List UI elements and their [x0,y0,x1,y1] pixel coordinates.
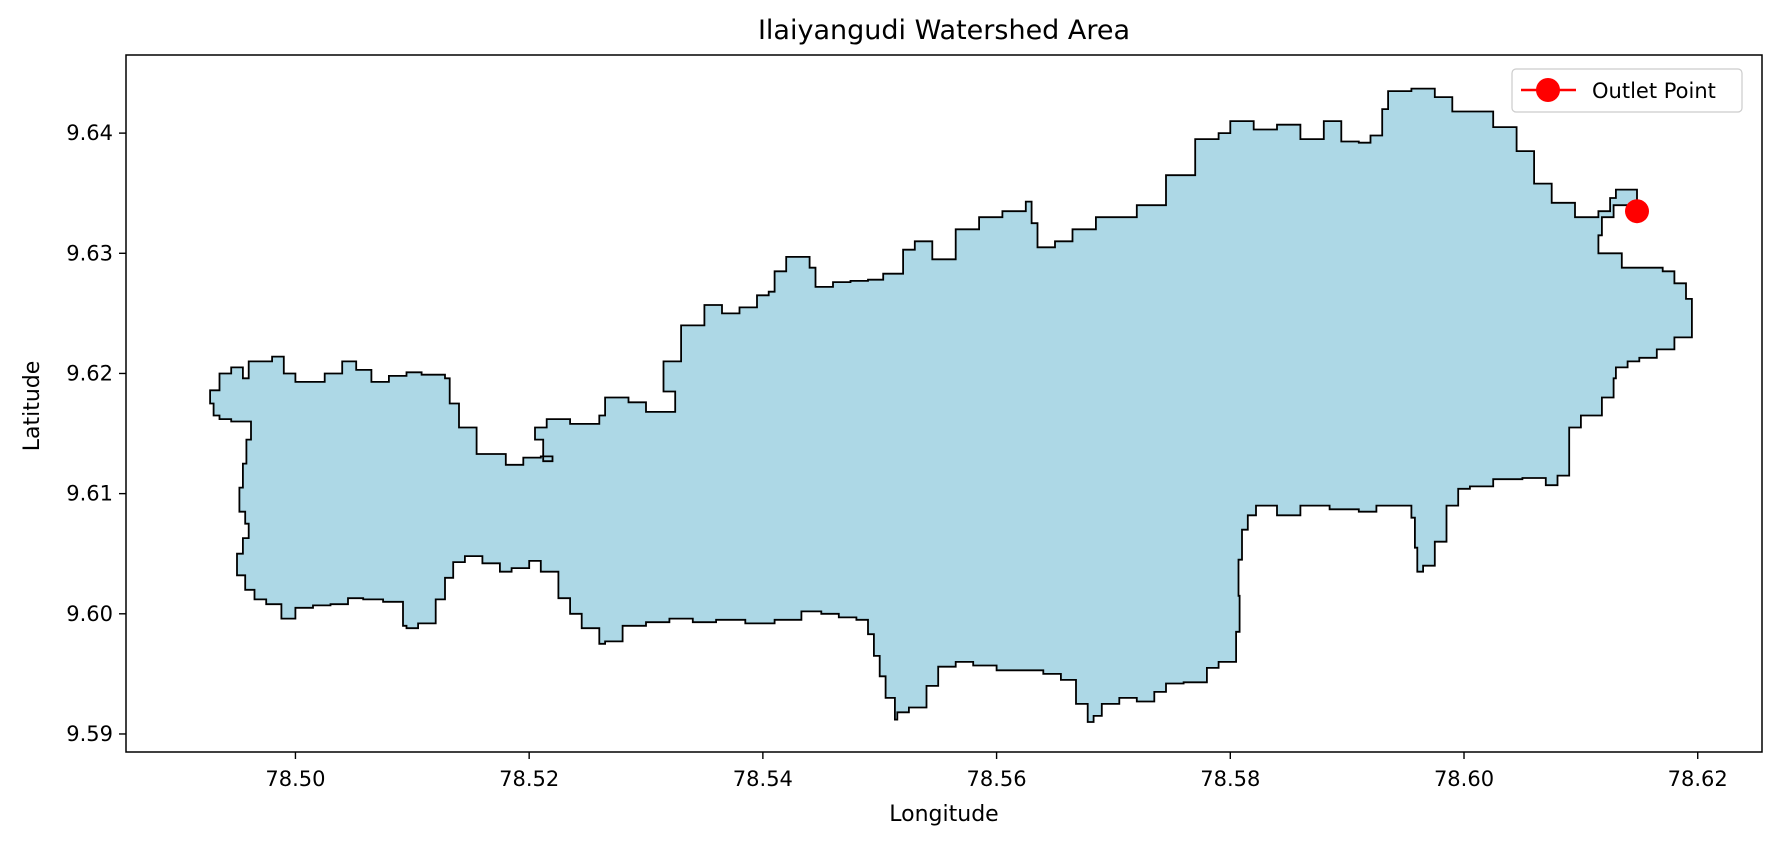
x-tick-label: 78.62 [1668,767,1728,791]
y-axis-label: Latitude [20,361,45,452]
x-axis-ticks: 78.50 78.52 78.54 78.56 78.58 78.60 78.62 [265,752,1728,791]
y-tick-label: 9.64 [66,121,113,145]
x-tick-label: 78.56 [967,767,1027,791]
y-tick-label: 9.61 [66,482,113,506]
x-tick-label: 78.58 [1200,767,1260,791]
x-tick-label: 78.54 [733,767,793,791]
legend-marker [1536,78,1560,102]
y-tick-label: 9.62 [66,361,113,385]
axes-frame [125,54,1763,753]
outlet-point-marker [1625,199,1649,224]
legend-label-outlet-point: Outlet Point [1592,79,1716,103]
x-tick-label: 78.50 [265,767,325,791]
y-tick-label: 9.60 [66,602,113,626]
plot-area [209,87,1693,723]
legend: Outlet Point [1511,68,1743,113]
y-axis-ticks: 9.59 9.60 9.61 9.62 9.63 9.64 [66,121,126,746]
x-axis-label: Longitude [889,802,998,827]
chart-title: Ilaiyangudi Watershed Area [758,15,1130,46]
y-tick-label: 9.63 [66,241,113,265]
legend-box [1511,68,1743,113]
y-tick-label: 9.59 [66,722,113,746]
x-tick-label: 78.52 [499,767,559,791]
watershed-polygon [209,87,1693,723]
x-tick-label: 78.60 [1434,767,1494,791]
